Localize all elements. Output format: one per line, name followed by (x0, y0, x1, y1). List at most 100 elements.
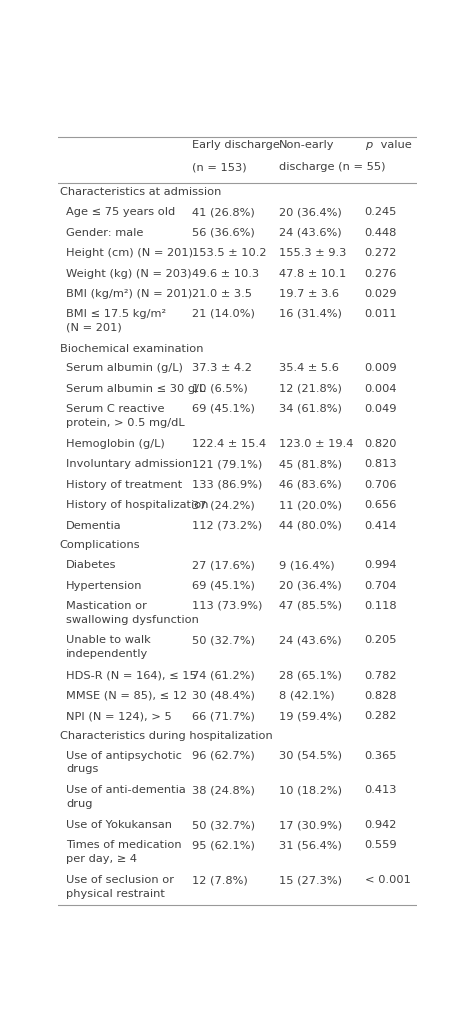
Text: 47 (85.5%): 47 (85.5%) (279, 601, 342, 610)
Text: History of treatment: History of treatment (66, 480, 182, 489)
Text: swallowing dysfunction: swallowing dysfunction (66, 614, 199, 625)
Text: 11 (20.0%): 11 (20.0%) (279, 500, 342, 510)
Text: Involuntary admission: Involuntary admission (66, 460, 193, 469)
Text: 155.3 ± 9.3: 155.3 ± 9.3 (279, 248, 346, 258)
Text: 37 (24.2%): 37 (24.2%) (193, 500, 255, 510)
Text: 20 (36.4%): 20 (36.4%) (279, 581, 341, 591)
Text: 0.828: 0.828 (365, 691, 397, 700)
Text: BMI (kg/m²) (N = 201): BMI (kg/m²) (N = 201) (66, 289, 193, 299)
Text: Times of medication: Times of medication (66, 841, 182, 850)
Text: 133 (86.9%): 133 (86.9%) (193, 480, 263, 489)
Text: (n = 153): (n = 153) (193, 163, 247, 172)
Text: independently: independently (66, 649, 148, 659)
Text: 35.4 ± 5.6: 35.4 ± 5.6 (279, 364, 338, 374)
Text: 8 (42.1%): 8 (42.1%) (279, 691, 334, 700)
Text: 56 (36.6%): 56 (36.6%) (193, 227, 255, 238)
Text: 0.413: 0.413 (365, 785, 397, 796)
Text: drug: drug (66, 799, 93, 809)
Text: 30 (48.4%): 30 (48.4%) (193, 691, 255, 700)
Text: Complications: Complications (60, 541, 140, 551)
Text: 31 (56.4%): 31 (56.4%) (279, 841, 341, 850)
Text: 19.7 ± 3.6: 19.7 ± 3.6 (279, 289, 338, 299)
Text: drugs: drugs (66, 765, 99, 774)
Text: Hemoglobin (g/L): Hemoglobin (g/L) (66, 439, 165, 449)
Text: 0.820: 0.820 (365, 439, 397, 449)
Text: 21.0 ± 3.5: 21.0 ± 3.5 (193, 289, 252, 299)
Text: 24 (43.6%): 24 (43.6%) (279, 227, 341, 238)
Text: 19 (59.4%): 19 (59.4%) (279, 712, 342, 721)
Text: 37.3 ± 4.2: 37.3 ± 4.2 (193, 364, 252, 374)
Text: Use of antipsychotic: Use of antipsychotic (66, 751, 182, 761)
Text: 30 (54.5%): 30 (54.5%) (279, 751, 342, 761)
Text: 27 (17.6%): 27 (17.6%) (193, 560, 255, 570)
Text: < 0.001: < 0.001 (365, 876, 411, 885)
Text: Diabetes: Diabetes (66, 560, 117, 570)
Text: Age ≤ 75 years old: Age ≤ 75 years old (66, 208, 175, 217)
Text: 0.276: 0.276 (365, 268, 397, 279)
Text: Dementia: Dementia (66, 520, 122, 530)
Text: 153.5 ± 10.2: 153.5 ± 10.2 (193, 248, 267, 258)
Text: 0.448: 0.448 (365, 227, 397, 238)
Text: Use of Yokukansan: Use of Yokukansan (66, 820, 172, 830)
Text: Height (cm) (N = 201): Height (cm) (N = 201) (66, 248, 193, 258)
Text: 16 (31.4%): 16 (31.4%) (279, 309, 341, 318)
Text: NPI (N = 124), > 5: NPI (N = 124), > 5 (66, 712, 172, 721)
Text: 50 (32.7%): 50 (32.7%) (193, 635, 256, 645)
Text: 66 (71.7%): 66 (71.7%) (193, 712, 255, 721)
Text: p: p (365, 140, 372, 151)
Text: Biochemical examination: Biochemical examination (60, 344, 203, 353)
Text: 0.272: 0.272 (365, 248, 397, 258)
Text: 15 (27.3%): 15 (27.3%) (279, 876, 342, 885)
Text: 0.559: 0.559 (365, 841, 397, 850)
Text: 24 (43.6%): 24 (43.6%) (279, 635, 341, 645)
Text: Weight (kg) (N = 203): Weight (kg) (N = 203) (66, 268, 192, 279)
Text: 47.8 ± 10.1: 47.8 ± 10.1 (279, 268, 346, 279)
Text: 0.118: 0.118 (365, 601, 397, 610)
Text: 41 (26.8%): 41 (26.8%) (193, 208, 255, 217)
Text: 12 (7.8%): 12 (7.8%) (193, 876, 248, 885)
Text: 17 (30.9%): 17 (30.9%) (279, 820, 342, 830)
Text: Characteristics at admission: Characteristics at admission (60, 187, 221, 198)
Text: Use of anti-dementia: Use of anti-dementia (66, 785, 186, 796)
Text: 44 (80.0%): 44 (80.0%) (279, 520, 341, 530)
Text: 0.706: 0.706 (365, 480, 397, 489)
Text: 46 (83.6%): 46 (83.6%) (279, 480, 341, 489)
Text: MMSE (N = 85), ≤ 12: MMSE (N = 85), ≤ 12 (66, 691, 187, 700)
Text: discharge (n = 55): discharge (n = 55) (279, 163, 385, 172)
Text: 49.6 ± 10.3: 49.6 ± 10.3 (193, 268, 260, 279)
Text: Serum C reactive: Serum C reactive (66, 403, 165, 414)
Text: protein, > 0.5 mg/dL: protein, > 0.5 mg/dL (66, 418, 185, 428)
Text: 96 (62.7%): 96 (62.7%) (193, 751, 255, 761)
Text: 20 (36.4%): 20 (36.4%) (279, 208, 341, 217)
Text: 69 (45.1%): 69 (45.1%) (193, 403, 255, 414)
Text: 74 (61.2%): 74 (61.2%) (193, 671, 255, 681)
Text: 45 (81.8%): 45 (81.8%) (279, 460, 342, 469)
Text: 0.049: 0.049 (365, 403, 397, 414)
Text: 0.011: 0.011 (365, 309, 397, 318)
Text: Hypertension: Hypertension (66, 581, 143, 591)
Text: 0.245: 0.245 (365, 208, 397, 217)
Text: 10 (6.5%): 10 (6.5%) (193, 384, 248, 394)
Text: 12 (21.8%): 12 (21.8%) (279, 384, 341, 394)
Text: Characteristics during hospitalization: Characteristics during hospitalization (60, 731, 272, 741)
Text: 0.813: 0.813 (365, 460, 397, 469)
Text: 0.365: 0.365 (365, 751, 397, 761)
Text: Gender: male: Gender: male (66, 227, 144, 238)
Text: BMI ≤ 17.5 kg/m²: BMI ≤ 17.5 kg/m² (66, 309, 166, 318)
Text: Non-early: Non-early (279, 140, 334, 151)
Text: 95 (62.1%): 95 (62.1%) (193, 841, 255, 850)
Text: Serum albumin (g/L): Serum albumin (g/L) (66, 364, 183, 374)
Text: 0.205: 0.205 (365, 635, 397, 645)
Text: per day, ≥ 4: per day, ≥ 4 (66, 854, 137, 864)
Text: 50 (32.7%): 50 (32.7%) (193, 820, 256, 830)
Text: 122.4 ± 15.4: 122.4 ± 15.4 (193, 439, 267, 449)
Text: 0.029: 0.029 (365, 289, 397, 299)
Text: 0.004: 0.004 (365, 384, 397, 394)
Text: value: value (376, 140, 411, 151)
Text: physical restraint: physical restraint (66, 889, 165, 899)
Text: Use of seclusion or: Use of seclusion or (66, 876, 174, 885)
Text: 0.942: 0.942 (365, 820, 397, 830)
Text: 28 (65.1%): 28 (65.1%) (279, 671, 341, 681)
Text: 9 (16.4%): 9 (16.4%) (279, 560, 334, 570)
Text: Early discharge: Early discharge (193, 140, 280, 151)
